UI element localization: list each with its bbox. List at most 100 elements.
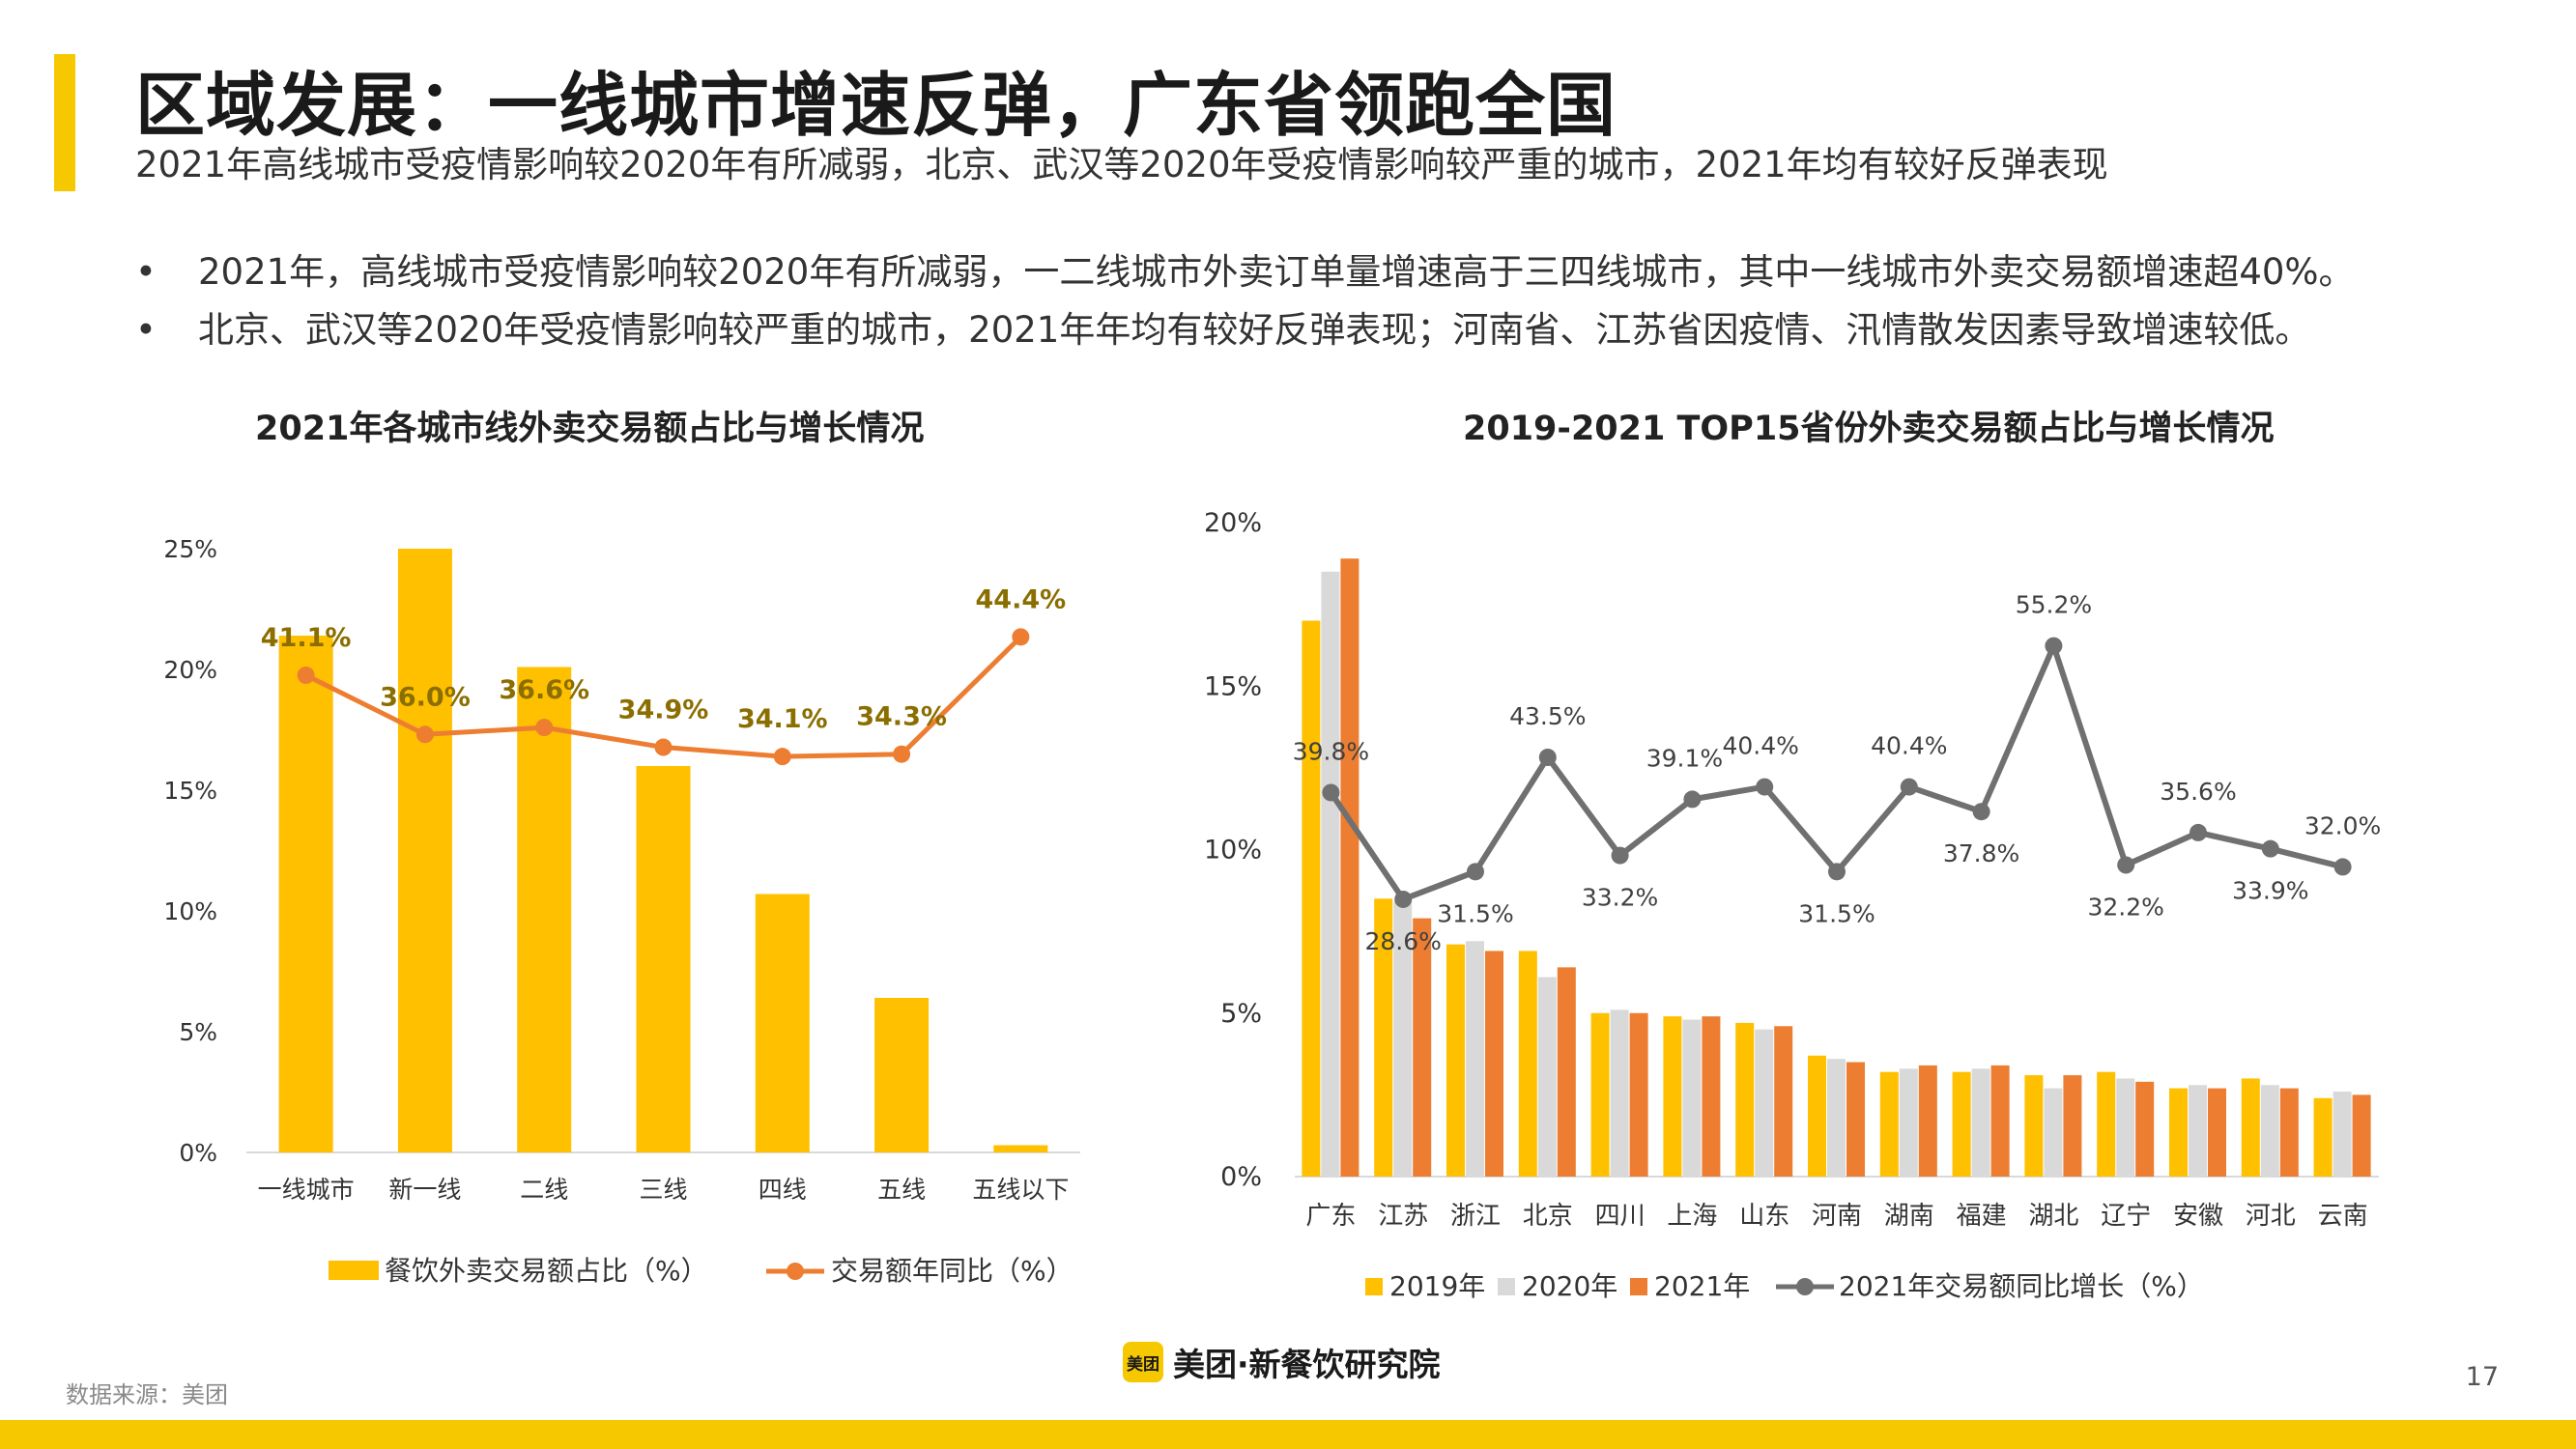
growth-point: [297, 667, 315, 685]
legend-swatch-2019: [1365, 1278, 1383, 1295]
growth-label: 37.8%: [1943, 839, 2019, 867]
growth-point: [415, 725, 434, 744]
y-tick-label: 20%: [1204, 508, 1262, 538]
bottom-accent-strip: [0, 1420, 2576, 1449]
bar-share: [517, 667, 572, 1152]
bar-2020: [1610, 1009, 1629, 1177]
x-tick-label: 四川: [1595, 1202, 1646, 1231]
x-tick-label: 二线: [520, 1176, 568, 1204]
bar-2019: [2169, 1088, 2188, 1177]
bar-2019: [1879, 1071, 1899, 1177]
bullet-marker: •: [135, 251, 157, 293]
bar-2019: [1302, 620, 1321, 1177]
growth-point: [1756, 778, 1774, 796]
bar-2020: [1537, 977, 1557, 1177]
bar-share: [993, 1145, 1048, 1152]
bar-2020: [1393, 901, 1413, 1177]
brand-name: 美团·新餐饮研究院: [1173, 1346, 1441, 1383]
bar-2021: [2352, 1094, 2371, 1177]
growth-label: 39.1%: [1646, 744, 1723, 772]
growth-point: [893, 745, 911, 763]
y-tick-label: 5%: [1220, 999, 1262, 1029]
bar-2021: [1774, 1026, 1793, 1177]
bar-2019: [1446, 944, 1465, 1177]
growth-point: [2117, 856, 2135, 874]
y-tick-label: 15%: [1204, 671, 1262, 701]
bar-2019: [1808, 1055, 1826, 1177]
growth-point: [2333, 858, 2352, 876]
data-source: 数据来源：美团: [66, 1381, 228, 1408]
x-tick-label: 五线以下: [972, 1176, 1069, 1204]
growth-label: 43.5%: [1509, 702, 1586, 730]
growth-line: [1328, 642, 2344, 902]
x-tick-label: 福建: [1957, 1202, 2007, 1231]
chart-right-title: 2019-2021 TOP15省份外卖交易额占比与增长情况: [1463, 410, 2275, 448]
bar-2021: [2135, 1081, 2155, 1177]
bar-2019: [1590, 1012, 1610, 1177]
growth-label: 36.6%: [499, 675, 589, 705]
x-tick-label: 北京: [1523, 1202, 1573, 1231]
growth-label: 39.8%: [1293, 737, 1369, 765]
bar-2021: [2063, 1075, 2082, 1177]
y-tick-label: 20%: [163, 656, 217, 684]
growth-label: 55.2%: [2016, 591, 2092, 619]
x-tick-label: 云南: [2318, 1202, 2368, 1231]
bar-2020: [2333, 1091, 2352, 1177]
growth-label: 34.9%: [618, 696, 709, 725]
x-tick-label: 广东: [1305, 1202, 1356, 1231]
growth-point: [1683, 790, 1702, 809]
y-tick-label: 0%: [179, 1139, 217, 1167]
growth-point: [1467, 863, 1484, 881]
x-tick-label: 一线城市: [258, 1176, 355, 1204]
growth-point: [2261, 839, 2279, 858]
chart-left-title: 2021年各城市线外卖交易额占比与增长情况: [255, 410, 925, 448]
bar-2021: [1413, 918, 1432, 1177]
growth-point: [1538, 749, 1557, 766]
x-tick-label: 河北: [2246, 1202, 2296, 1231]
legend-label: 餐饮外卖交易额占比（%）: [385, 1255, 708, 1287]
bar-2021: [1702, 1016, 1721, 1177]
growth-label: 28.6%: [1364, 927, 1441, 955]
y-tick-label: 5%: [179, 1018, 217, 1046]
growth-point: [1900, 778, 1918, 796]
growth-label: 31.5%: [1798, 899, 1875, 927]
x-tick-label: 三线: [639, 1176, 687, 1204]
bar-share: [874, 998, 930, 1152]
bar-2019: [1518, 951, 1537, 1177]
x-tick-label: 江苏: [1378, 1202, 1428, 1231]
bar-2020: [2189, 1085, 2207, 1177]
bar-2020: [1682, 1019, 1702, 1177]
bar-2021: [2208, 1088, 2226, 1177]
bar-2020: [1321, 571, 1340, 1177]
growth-point: [1322, 783, 1340, 802]
bullet-marker: •: [135, 309, 157, 351]
bar-2019: [2241, 1078, 2260, 1177]
bar-2019: [1663, 1016, 1682, 1177]
growth-point: [1394, 890, 1413, 908]
bar-2019: [1735, 1022, 1755, 1177]
growth-label: 32.2%: [2087, 893, 2163, 921]
growth-label: 40.4%: [1871, 732, 1947, 760]
y-tick-label: 10%: [163, 897, 217, 925]
growth-label: 34.1%: [737, 704, 828, 734]
growth-point: [1828, 863, 1846, 881]
y-tick-label: 15%: [163, 777, 217, 805]
bar-2019: [1374, 898, 1393, 1177]
bullet-item: • 北京、武汉等2020年受疫情影响较严重的城市，2021年年均有较好反弹表现；…: [135, 301, 2532, 359]
growth-label: 44.4%: [976, 584, 1067, 614]
page-number: 17: [2465, 1362, 2499, 1392]
bar-2021: [1340, 558, 1360, 1177]
x-tick-label: 河南: [1812, 1202, 1862, 1231]
bar-share: [636, 766, 691, 1152]
bar-2021: [1918, 1065, 1937, 1177]
legend-swatch-2021: [1630, 1278, 1647, 1295]
legend-swatch-growth-marker: [787, 1263, 804, 1280]
bar-2020: [2044, 1088, 2063, 1177]
bar-2020: [1466, 941, 1484, 1177]
growth-point: [654, 738, 673, 756]
x-tick-label: 上海: [1667, 1202, 1717, 1231]
growth-label: 32.0%: [2304, 811, 2381, 839]
bar-2021: [2279, 1088, 2299, 1177]
bar-2019: [2313, 1097, 2333, 1177]
bar-2019: [2097, 1071, 2116, 1177]
